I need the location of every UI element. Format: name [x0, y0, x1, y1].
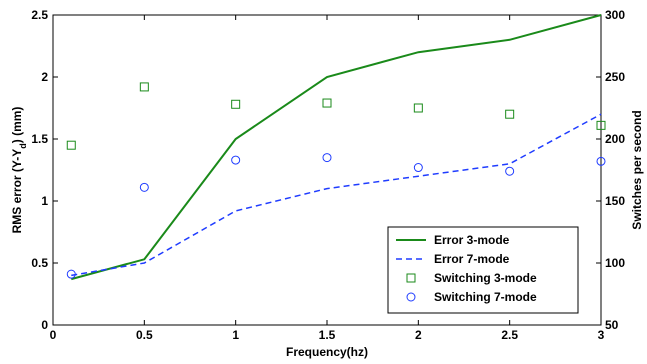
legend: Error 3-mode Error 7-mode Switching 3-mo…: [387, 226, 579, 314]
data-point-switching-7-mode: [139, 182, 149, 192]
left-y-tick-label: 0.5: [31, 256, 48, 270]
legend-entry-error-7-mode: Error 7-mode: [396, 252, 510, 266]
legend-label: Error 7-mode: [434, 252, 510, 266]
data-point-switching-3-mode: [322, 98, 332, 108]
series-line-error-7-mode: [71, 113, 602, 277]
legend-circle-marker: [406, 292, 416, 302]
x-tick-label: 1.5: [319, 328, 336, 342]
data-point-switching-7-mode: [596, 156, 606, 166]
data-point-switching-3-mode: [66, 140, 76, 150]
x-axis-label: Frequency(hz): [286, 345, 368, 359]
x-tick-label: 2.5: [501, 328, 518, 342]
series-layer: [66, 14, 606, 281]
data-point-switching-7-mode: [66, 269, 76, 279]
left-y-tick-label: 1.5: [31, 132, 48, 146]
right-y-axis-ticks: 50 100 150 200 250 300: [596, 8, 625, 332]
left-y-tick-label: 1: [41, 194, 48, 208]
x-tick-label: 1: [232, 328, 239, 342]
legend-square-marker: [406, 273, 416, 283]
left-y-tick-label: 2: [41, 70, 48, 84]
right-y-tick-label: 100: [605, 256, 625, 270]
left-y-tick-label: 0: [41, 318, 48, 332]
right-y-tick-label: 150: [605, 194, 625, 208]
x-tick-label: 0.5: [136, 328, 153, 342]
data-point-switching-3-mode: [139, 82, 149, 92]
legend-entry-switching-7-mode: Switching 7-mode: [406, 290, 537, 304]
x-tick-label: 0: [50, 328, 57, 342]
data-point-switching-3-mode: [413, 103, 423, 113]
right-y-tick-label: 50: [605, 318, 619, 332]
data-point-switching-3-mode: [596, 120, 606, 130]
legend-label: Switching 7-mode: [434, 290, 537, 304]
left-y-tick-label: 2.5: [31, 8, 48, 22]
series-line-error-3-mode: [71, 14, 602, 281]
right-y-tick-label: 300: [605, 8, 625, 22]
right-y-tick-label: 250: [605, 70, 625, 84]
x-tick-label: 2: [415, 328, 422, 342]
legend-entry-error-3-mode: Error 3-mode: [396, 233, 510, 247]
data-point-switching-7-mode: [413, 163, 423, 173]
data-point-switching-7-mode: [231, 155, 241, 165]
legend-box: [387, 226, 579, 314]
x-axis-ticks: 0 0.5 1 1.5 2 2.5 3: [50, 15, 605, 342]
data-point-switching-3-mode: [231, 99, 241, 109]
left-y-axis-label-subscript: d: [18, 143, 28, 149]
legend-label: Error 3-mode: [434, 233, 510, 247]
left-y-axis-ticks: 0 0.5 1 1.5 2 2.5: [31, 8, 58, 332]
data-point-switching-7-mode: [505, 166, 515, 176]
data-point-switching-3-mode: [505, 109, 515, 119]
data-point-switching-7-mode: [322, 153, 332, 163]
legend-label: Switching 3-mode: [434, 271, 537, 285]
legend-entry-switching-3-mode: Switching 3-mode: [406, 271, 537, 285]
right-y-tick-label: 200: [605, 132, 625, 146]
right-y-axis-label: Switches per second: [630, 110, 644, 229]
x-tick-label: 3: [598, 328, 605, 342]
left-y-axis-label: RMS error (Y-Yd) (mm): [10, 107, 28, 234]
